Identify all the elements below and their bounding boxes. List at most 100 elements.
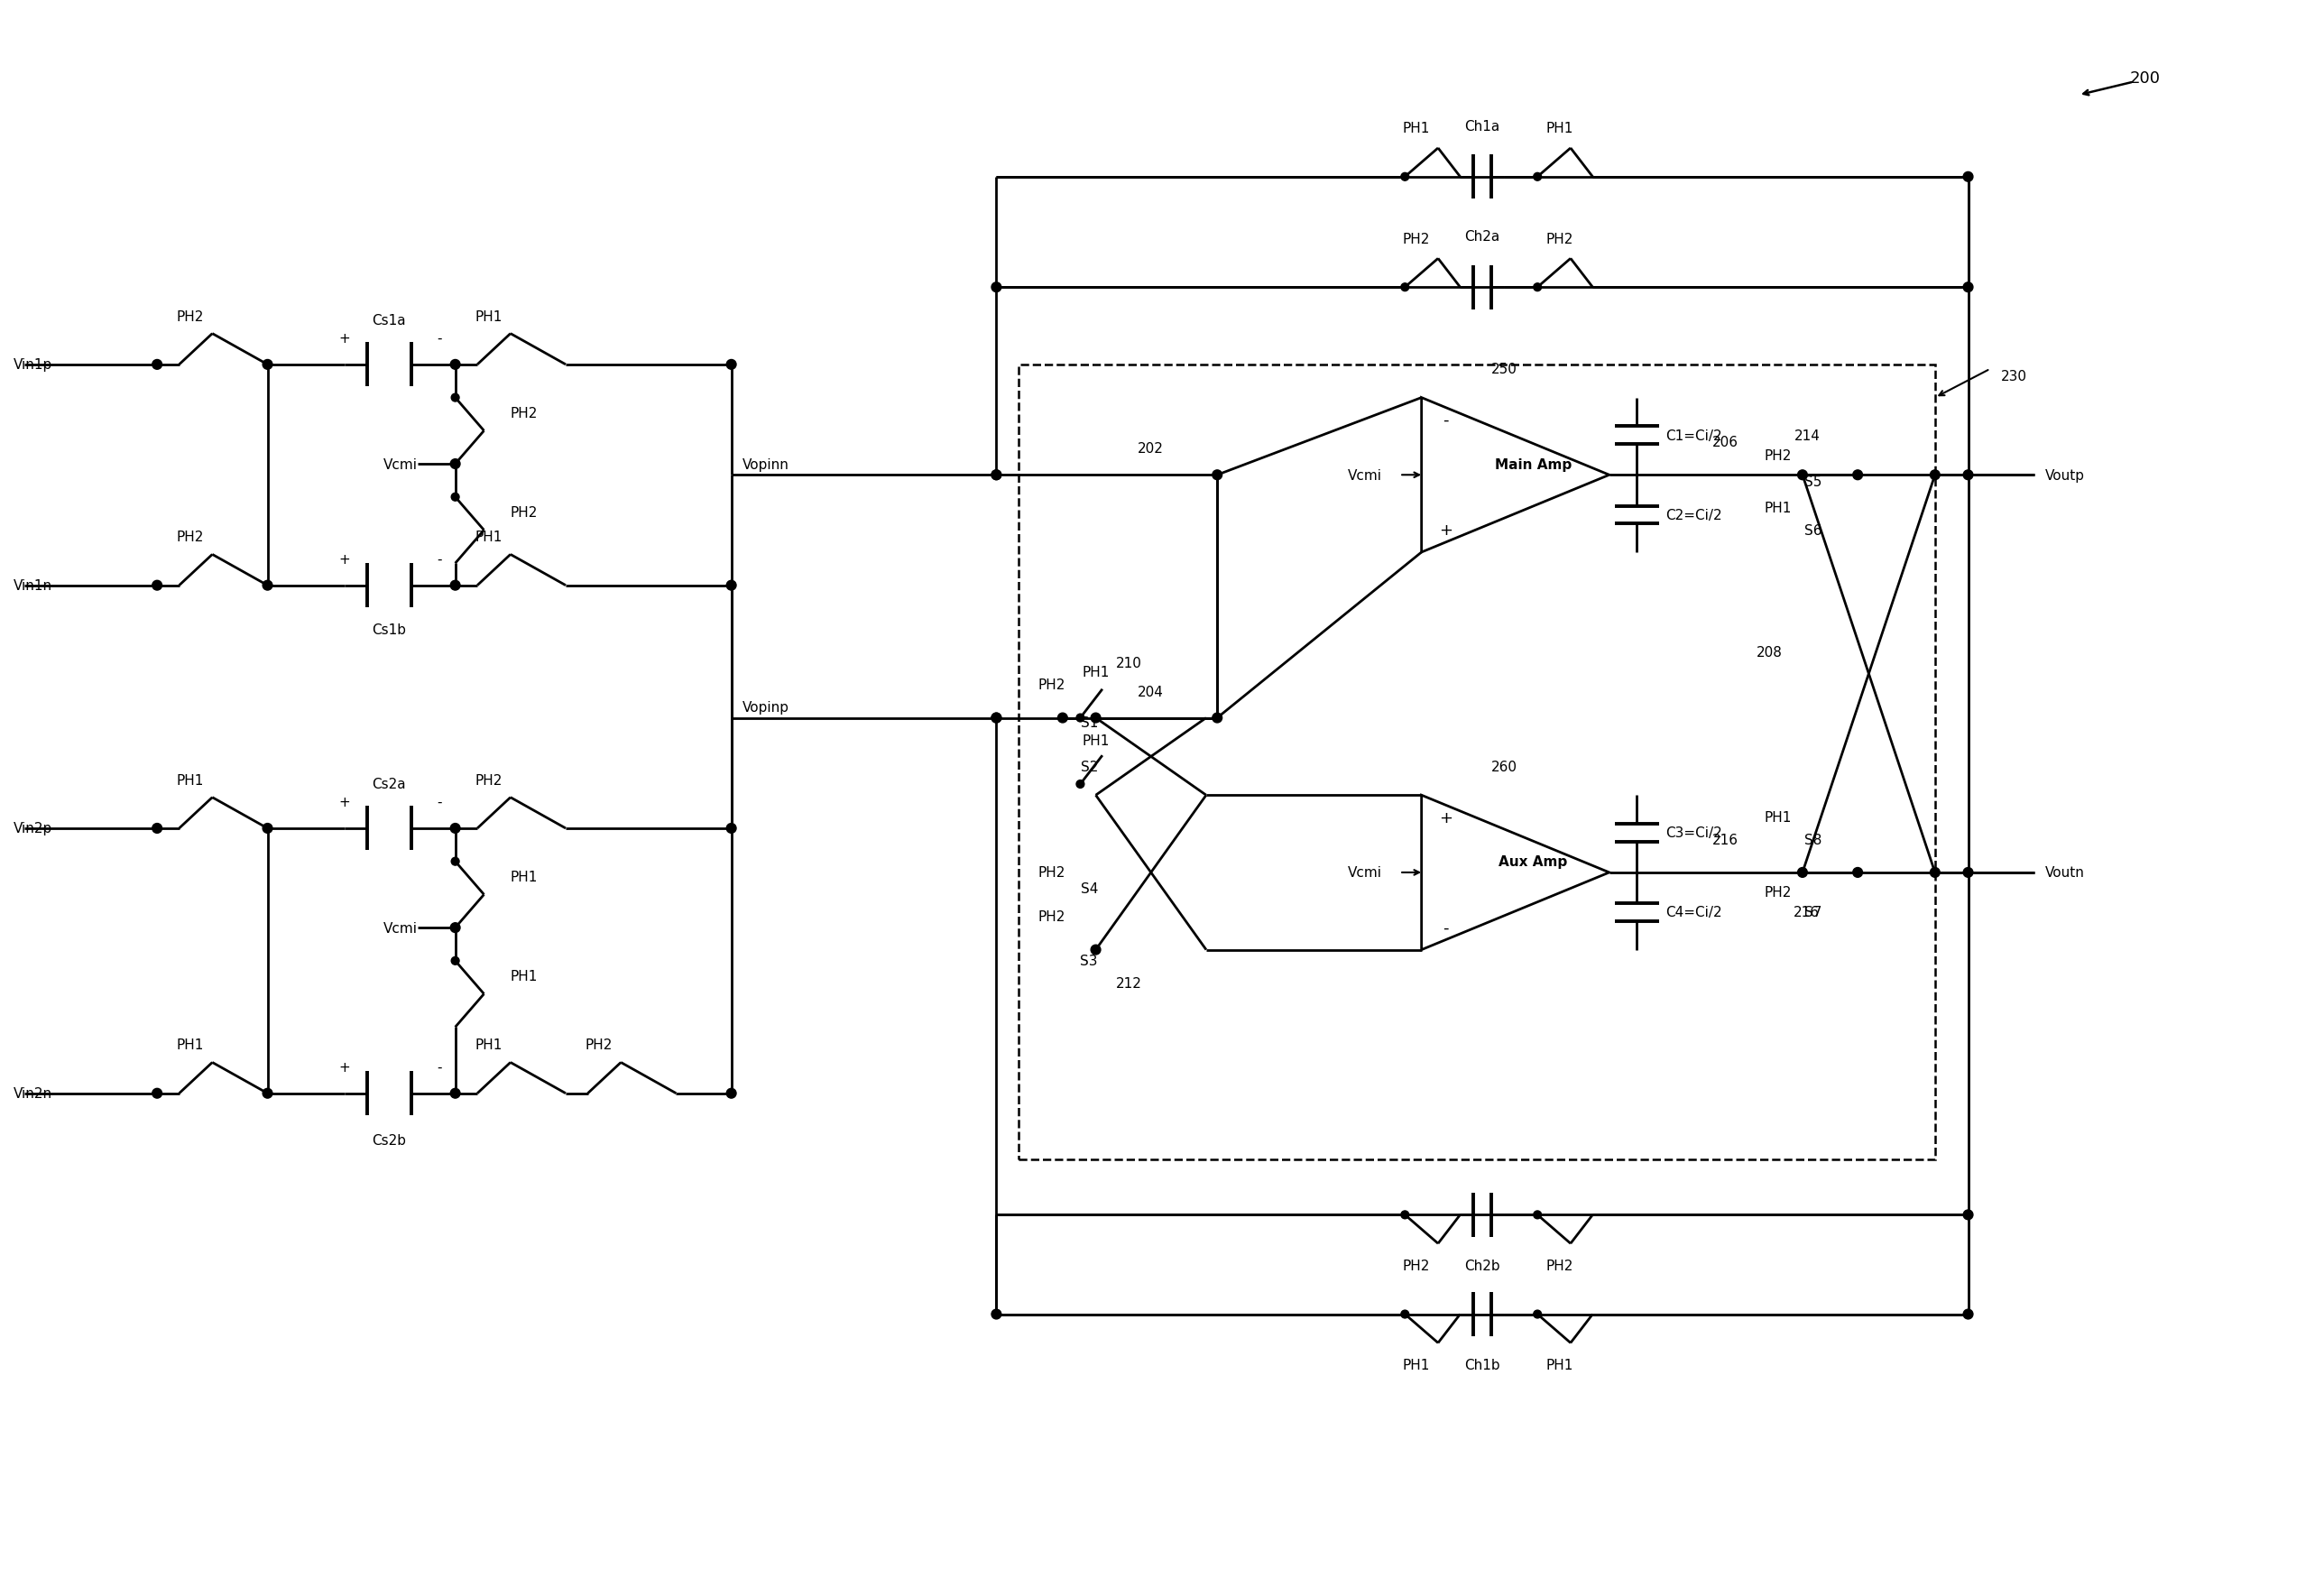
- Circle shape: [451, 858, 460, 866]
- Text: PH2: PH2: [1039, 910, 1064, 924]
- Text: PH2: PH2: [1764, 886, 1792, 899]
- Text: 202: 202: [1139, 442, 1164, 455]
- Text: +: +: [1439, 522, 1452, 538]
- Text: 208: 208: [1757, 645, 1783, 659]
- Text: C3=Ci/2: C3=Ci/2: [1666, 827, 1722, 839]
- Circle shape: [1057, 714, 1067, 723]
- Text: Cs1b: Cs1b: [372, 623, 407, 637]
- Text: Vcmi: Vcmi: [1348, 866, 1383, 880]
- Text: PH1: PH1: [1083, 665, 1109, 679]
- Text: 230: 230: [2001, 369, 2027, 383]
- Text: Vin2p: Vin2p: [14, 822, 53, 835]
- Text: PH1: PH1: [1764, 502, 1792, 515]
- Circle shape: [1090, 714, 1102, 723]
- Text: Voutn: Voutn: [2045, 866, 2085, 880]
- Text: 214: 214: [1794, 428, 1820, 442]
- Circle shape: [1931, 471, 1941, 480]
- Text: -: -: [437, 1061, 442, 1073]
- Text: PH1: PH1: [511, 871, 537, 883]
- Circle shape: [1534, 284, 1541, 292]
- Circle shape: [1401, 174, 1408, 182]
- Circle shape: [1534, 1211, 1541, 1219]
- Text: -: -: [1443, 413, 1448, 428]
- Text: Vopinn: Vopinn: [741, 458, 790, 471]
- Text: 200: 200: [2129, 71, 2159, 86]
- Circle shape: [1076, 714, 1085, 722]
- Circle shape: [1799, 868, 1808, 877]
- Text: PH1: PH1: [1401, 1359, 1429, 1371]
- Text: PH2: PH2: [177, 309, 205, 323]
- Text: +: +: [339, 1061, 351, 1073]
- Circle shape: [1964, 282, 1973, 293]
- Text: S1: S1: [1081, 715, 1097, 730]
- Text: PH1: PH1: [474, 1039, 502, 1051]
- Circle shape: [1852, 868, 1862, 877]
- Text: +: +: [339, 795, 351, 810]
- Text: S2: S2: [1081, 759, 1097, 774]
- Text: 216: 216: [1794, 905, 1820, 919]
- Circle shape: [992, 714, 1002, 723]
- Text: S3: S3: [1081, 954, 1097, 968]
- Text: -: -: [437, 331, 442, 345]
- Text: PH2: PH2: [1039, 866, 1064, 880]
- Text: S4: S4: [1081, 882, 1097, 894]
- Circle shape: [1964, 868, 1973, 877]
- Circle shape: [1213, 471, 1222, 480]
- Circle shape: [153, 361, 163, 370]
- Text: Ch1b: Ch1b: [1464, 1359, 1499, 1371]
- Circle shape: [992, 282, 1002, 293]
- Text: Cs1a: Cs1a: [372, 314, 407, 328]
- Text: PH2: PH2: [511, 507, 537, 519]
- Text: PH1: PH1: [474, 309, 502, 323]
- Text: Vin2n: Vin2n: [14, 1087, 53, 1100]
- Text: PH1: PH1: [177, 774, 205, 786]
- Text: 260: 260: [1492, 759, 1518, 774]
- Circle shape: [153, 1089, 163, 1098]
- Circle shape: [1401, 1310, 1408, 1318]
- Circle shape: [1799, 471, 1808, 480]
- Text: -: -: [437, 552, 442, 566]
- Text: +: +: [1439, 810, 1452, 825]
- Text: 250: 250: [1492, 362, 1518, 377]
- Text: PH1: PH1: [177, 1039, 205, 1051]
- Text: Vcmi: Vcmi: [383, 921, 418, 935]
- Text: C2=Ci/2: C2=Ci/2: [1666, 508, 1722, 522]
- Text: Ch1a: Ch1a: [1464, 119, 1499, 133]
- Text: Main Amp: Main Amp: [1494, 458, 1571, 471]
- Text: Vopinp: Vopinp: [741, 700, 790, 714]
- Text: PH1: PH1: [1083, 734, 1109, 747]
- Circle shape: [451, 460, 460, 469]
- Circle shape: [153, 581, 163, 590]
- Circle shape: [451, 824, 460, 833]
- Text: S7: S7: [1806, 905, 1822, 919]
- Text: PH2: PH2: [1545, 232, 1573, 246]
- Text: S8: S8: [1806, 833, 1822, 846]
- Circle shape: [1213, 714, 1222, 723]
- Circle shape: [263, 1089, 272, 1098]
- Text: C1=Ci/2: C1=Ci/2: [1666, 428, 1722, 442]
- Text: C4=Ci/2: C4=Ci/2: [1666, 905, 1722, 919]
- Bar: [1018, 366, 1936, 1159]
- Circle shape: [1964, 173, 1973, 182]
- Circle shape: [992, 1310, 1002, 1320]
- Circle shape: [451, 1089, 460, 1098]
- Circle shape: [1534, 1310, 1541, 1318]
- Text: -: -: [1443, 919, 1448, 937]
- Text: PH1: PH1: [474, 530, 502, 544]
- Text: PH2: PH2: [1764, 449, 1792, 463]
- Text: Ch2b: Ch2b: [1464, 1258, 1499, 1272]
- Text: +: +: [339, 331, 351, 345]
- Circle shape: [1964, 471, 1973, 480]
- Text: PH1: PH1: [1401, 122, 1429, 135]
- Circle shape: [1090, 945, 1102, 956]
- Text: PH2: PH2: [1039, 678, 1064, 692]
- Circle shape: [1931, 868, 1941, 877]
- Circle shape: [451, 394, 460, 402]
- Text: Cs2a: Cs2a: [372, 778, 407, 791]
- Text: S6: S6: [1806, 524, 1822, 538]
- Text: PH2: PH2: [586, 1039, 614, 1051]
- Text: +: +: [339, 552, 351, 566]
- Text: Cs2b: Cs2b: [372, 1133, 407, 1147]
- Circle shape: [263, 581, 272, 590]
- Circle shape: [992, 471, 1002, 480]
